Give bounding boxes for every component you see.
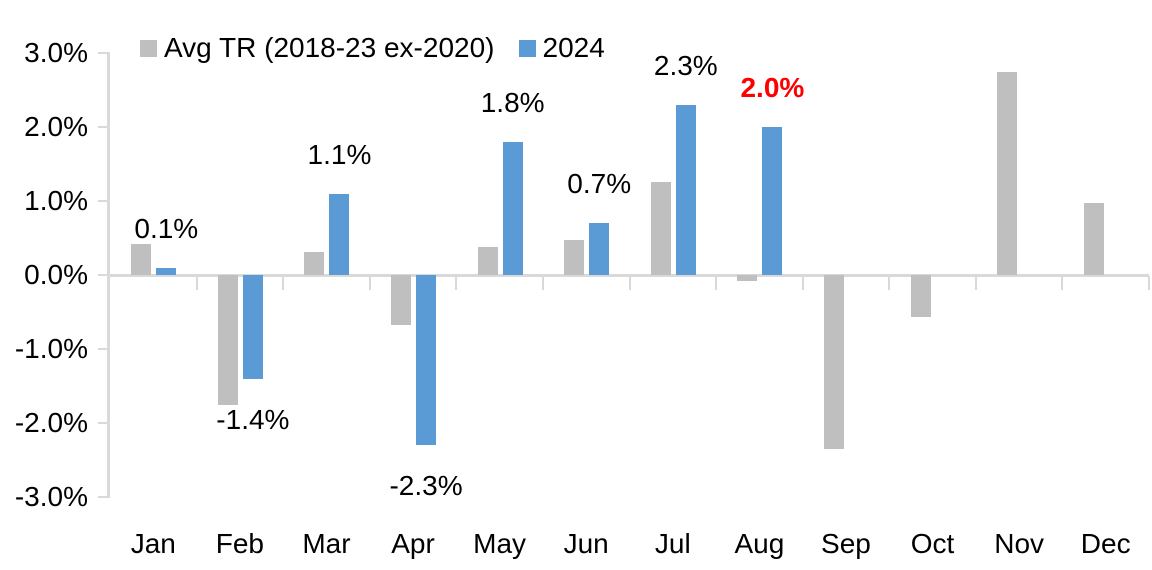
legend-2024-label: 2024: [542, 32, 605, 63]
x-axis-label-apr: Apr: [391, 528, 435, 559]
y-axis-label: 3.0%: [24, 37, 88, 68]
data-label-feb: -1.4%: [216, 403, 290, 435]
x-axis-label-aug: Aug: [734, 528, 785, 559]
x-tick: [888, 276, 891, 290]
x-tick: [628, 276, 631, 290]
bar-2024-may: [502, 141, 523, 275]
bar-2024-mar: [329, 193, 350, 275]
x-tick: [195, 276, 198, 290]
y-axis-label: -1.0%: [14, 333, 88, 364]
x-tick: [1148, 276, 1150, 290]
x-tick: [974, 276, 977, 290]
bar-avg-apr: [391, 275, 412, 326]
data-label-jun: 0.7%: [567, 168, 632, 200]
x-axis-label-jul: Jul: [654, 528, 691, 559]
bar-avg-jun: [564, 240, 585, 275]
bar-avg-sep: [823, 275, 844, 449]
y-tick: [98, 200, 110, 202]
legend-avg-swatch-icon: [140, 39, 157, 57]
y-axis-label: -2.0%: [14, 407, 88, 438]
x-axis-label-oct: Oct: [910, 528, 955, 559]
bar-avg-aug: [737, 275, 758, 281]
x-tick: [455, 276, 458, 290]
data-label-mar: 1.1%: [307, 138, 372, 170]
y-tick: [98, 52, 110, 54]
data-label-jul: 2.3%: [653, 49, 718, 81]
y-tick: [98, 126, 110, 128]
bar-2024-jan: [156, 267, 177, 275]
x-tick: [541, 276, 544, 290]
x-axis-label-jan: Jan: [130, 528, 176, 559]
x-axis-zero-line: [107, 273, 1149, 277]
y-tick: [98, 348, 110, 350]
x-axis-label-jun: Jun: [563, 528, 609, 559]
y-axis-label: 0.0%: [24, 259, 88, 290]
y-axis-label: 2.0%: [24, 111, 88, 142]
bar-avg-jul: [650, 181, 671, 275]
legend-2024-swatch-icon: [518, 39, 536, 57]
bar-2024-jul: [675, 104, 696, 275]
x-axis-label-nov: Nov: [994, 528, 1045, 559]
y-tick: [98, 274, 110, 276]
x-axis-label-may: May: [473, 528, 527, 559]
x-tick: [1061, 276, 1064, 290]
data-label-aug: 2.0%: [740, 72, 805, 103]
data-label-may: 1.8%: [480, 86, 545, 118]
x-tick: [282, 276, 285, 290]
chart-legend: Avg TR (2018-23 ex-2020) 2024: [140, 31, 605, 65]
bar-avg-dec: [1083, 203, 1104, 275]
bar-avg-jan: [131, 243, 152, 275]
bar-2024-jun: [589, 223, 610, 275]
bar-2024-feb: [242, 275, 263, 379]
y-axis-label: 1.0%: [24, 185, 88, 216]
y-tick: [98, 496, 110, 498]
bar-avg-nov: [997, 71, 1018, 275]
y-tick: [98, 422, 110, 424]
bar-avg-oct: [910, 275, 931, 318]
x-axis-label-dec: Dec: [1080, 528, 1131, 559]
bar-2024-apr: [416, 275, 437, 446]
x-tick: [368, 276, 371, 290]
x-tick: [715, 276, 718, 290]
data-label-jan: 0.1%: [134, 212, 199, 244]
bar-2024-aug: [762, 127, 783, 275]
bar-avg-feb: [217, 275, 238, 405]
x-tick: [801, 276, 804, 290]
legend-avg-label: Avg TR (2018-23 ex-2020): [164, 32, 495, 63]
x-axis-label-feb: Feb: [215, 528, 264, 559]
x-axis-label-sep: Sep: [821, 528, 871, 559]
bar-avg-may: [477, 246, 498, 275]
bar-avg-mar: [304, 252, 325, 275]
x-axis-label-mar: Mar: [302, 528, 351, 559]
data-label-apr: -2.3%: [389, 470, 463, 502]
y-axis-label: -3.0%: [14, 481, 88, 512]
